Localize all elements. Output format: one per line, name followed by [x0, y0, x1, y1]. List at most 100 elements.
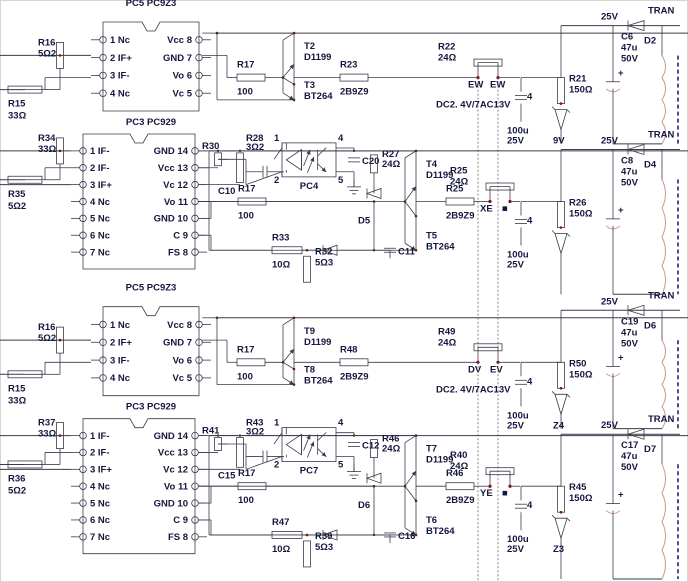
svg-text:R36: R36: [8, 473, 25, 484]
svg-text:C10: C10: [218, 186, 235, 197]
svg-text:R15: R15: [8, 99, 26, 110]
svg-text:2: 2: [274, 460, 279, 471]
svg-text:4 Nc: 4 Nc: [110, 373, 130, 384]
svg-text:5Ω2: 5Ω2: [38, 333, 56, 344]
svg-text:100: 100: [238, 495, 254, 506]
svg-text:C8: C8: [621, 156, 633, 167]
svg-text:24Ω: 24Ω: [382, 159, 401, 170]
svg-text:2 IF+: 2 IF+: [110, 53, 132, 64]
svg-text:R17: R17: [237, 344, 254, 355]
svg-text:25V: 25V: [507, 544, 525, 555]
svg-text:R41: R41: [202, 426, 220, 437]
svg-text:25V: 25V: [601, 12, 619, 23]
svg-text:T7: T7: [426, 444, 437, 455]
svg-text:4 Nc: 4 Nc: [90, 197, 110, 208]
svg-text:4 Nc: 4 Nc: [90, 482, 110, 493]
svg-text:R16: R16: [38, 37, 55, 48]
svg-text:1 Nc: 1 Nc: [110, 320, 130, 331]
svg-text:R50: R50: [569, 358, 586, 369]
svg-text:TRAN: TRAN: [648, 130, 675, 141]
svg-text:C 9: C 9: [173, 231, 188, 242]
svg-text:150Ω: 150Ω: [569, 85, 593, 96]
svg-text:TRAN: TRAN: [648, 6, 675, 17]
svg-text:5 Nc: 5 Nc: [90, 214, 110, 225]
svg-text:50V: 50V: [621, 54, 639, 65]
svg-text:4: 4: [527, 92, 533, 103]
svg-text:5Ω3: 5Ω3: [315, 542, 333, 553]
svg-text:150Ω: 150Ω: [569, 493, 593, 504]
svg-text:47u: 47u: [621, 167, 638, 178]
svg-text:TRAN: TRAN: [648, 414, 675, 425]
svg-text:+: +: [618, 490, 624, 501]
svg-text:GND 14: GND 14: [154, 431, 189, 442]
svg-text:DV: DV: [468, 364, 482, 375]
svg-text:10Ω: 10Ω: [272, 259, 291, 270]
svg-text:R25: R25: [450, 166, 468, 177]
svg-text:GND 14: GND 14: [154, 146, 189, 157]
svg-text:D6: D6: [358, 500, 370, 511]
svg-text:DC2. 4V/7AC13V: DC2. 4V/7AC13V: [436, 100, 511, 111]
svg-text:R22: R22: [438, 42, 455, 53]
svg-text:D1199: D1199: [304, 337, 331, 348]
svg-text:TRAN: TRAN: [648, 290, 675, 301]
svg-text:D7: D7: [644, 444, 656, 455]
svg-text:2B9Z9: 2B9Z9: [446, 495, 475, 506]
svg-text:BT264: BT264: [304, 376, 333, 387]
svg-text:Vo 6: Vo 6: [173, 355, 192, 366]
svg-text:4: 4: [527, 500, 533, 511]
svg-text:5: 5: [338, 460, 344, 471]
svg-text:33Ω: 33Ω: [38, 429, 57, 440]
svg-text:1 Nc: 1 Nc: [110, 35, 130, 46]
svg-text:Vo 6: Vo 6: [173, 71, 192, 82]
svg-text:Vc 12: Vc 12: [163, 180, 188, 191]
svg-text:1: 1: [274, 418, 280, 429]
svg-text:R17: R17: [238, 468, 255, 479]
svg-text:PC5 PC9Z3: PC5 PC9Z3: [126, 0, 177, 9]
svg-text:25V: 25V: [601, 296, 619, 307]
svg-text:PC3 PC929: PC3 PC929: [126, 117, 176, 128]
svg-text:10Ω: 10Ω: [272, 544, 291, 555]
svg-text:Z4: Z4: [553, 420, 565, 431]
svg-text:9V: 9V: [553, 136, 565, 147]
svg-text:5Ω2: 5Ω2: [8, 485, 26, 496]
svg-text:2B9Z9: 2B9Z9: [446, 211, 475, 222]
svg-text:C6: C6: [621, 32, 633, 43]
svg-text:100: 100: [237, 87, 253, 98]
svg-text:3 IF+: 3 IF+: [90, 465, 112, 476]
svg-text:R49: R49: [438, 326, 455, 337]
svg-text:R40: R40: [450, 450, 467, 461]
svg-text:R26: R26: [569, 198, 586, 209]
svg-text:T3: T3: [304, 80, 315, 91]
svg-text:PC5 PC9Z3: PC5 PC9Z3: [126, 283, 177, 294]
svg-text:3 IF-: 3 IF-: [110, 71, 130, 82]
svg-text:BT264: BT264: [304, 91, 333, 102]
svg-text:2 IF-: 2 IF-: [90, 163, 110, 174]
svg-text:1 IF-: 1 IF-: [90, 431, 110, 442]
svg-text:D6: D6: [644, 320, 656, 331]
svg-text:R17: R17: [237, 60, 254, 71]
svg-text:4 Nc: 4 Nc: [110, 89, 130, 100]
svg-text:25V: 25V: [507, 260, 525, 271]
svg-text:C19: C19: [621, 316, 638, 327]
svg-text:BT264: BT264: [426, 526, 455, 537]
svg-text:50V: 50V: [621, 338, 639, 349]
svg-text:Vcc 8: Vcc 8: [167, 35, 192, 46]
svg-text:C17: C17: [621, 440, 638, 451]
svg-text:C16: C16: [398, 531, 415, 542]
svg-text:EV: EV: [490, 364, 503, 375]
svg-text:5Ω2: 5Ω2: [8, 201, 26, 212]
svg-text:4: 4: [338, 133, 344, 144]
svg-text:2: 2: [274, 175, 279, 186]
svg-text:+: +: [618, 68, 624, 79]
svg-text:R47: R47: [272, 517, 289, 528]
svg-text:DC2. 4V/7AC13V: DC2. 4V/7AC13V: [436, 384, 511, 395]
svg-text:■: ■: [502, 488, 508, 499]
svg-text:24Ω: 24Ω: [450, 177, 469, 188]
svg-text:24Ω: 24Ω: [438, 53, 457, 64]
svg-text:+: +: [618, 205, 624, 216]
svg-text:50V: 50V: [621, 178, 639, 189]
svg-text:Z3: Z3: [553, 544, 564, 555]
svg-text:25V: 25V: [507, 420, 525, 431]
svg-text:33Ω: 33Ω: [38, 144, 57, 155]
svg-text:150Ω: 150Ω: [569, 209, 593, 220]
